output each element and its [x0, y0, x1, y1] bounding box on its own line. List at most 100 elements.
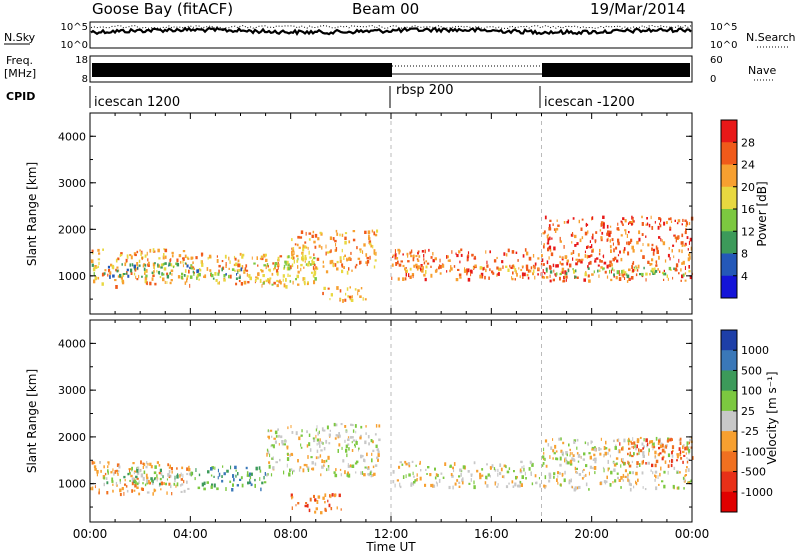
- scatter-point: [133, 252, 137, 256]
- scatter-point: [665, 445, 668, 449]
- scatter-point: [344, 240, 347, 245]
- scatter-point: [586, 254, 588, 259]
- scatter-point: [207, 470, 210, 474]
- scatter-point: [204, 274, 207, 279]
- velocity-x-axis: 00:00 04:00 08:00 12:00 16:00 20:00 00:00: [73, 320, 710, 541]
- scatter-point: [123, 475, 126, 479]
- scatter-point: [642, 486, 644, 489]
- scatter-point: [195, 256, 198, 260]
- scatter-point: [637, 264, 640, 269]
- scatter-point: [338, 434, 341, 438]
- scatter-point: [348, 295, 352, 299]
- scatter-point: [307, 466, 310, 471]
- scatter-point: [405, 462, 408, 466]
- scatter-point: [556, 219, 558, 222]
- scatter-point: [259, 469, 262, 473]
- scatter-point: [680, 268, 682, 272]
- scatter-point: [648, 452, 650, 456]
- scatter-point: [514, 482, 517, 487]
- scatter-point: [663, 484, 666, 489]
- scatter-point: [289, 454, 292, 457]
- scatter-point: [186, 264, 189, 268]
- scatter-point: [238, 279, 241, 283]
- scatter-point: [255, 279, 257, 282]
- scatter-point: [621, 446, 624, 451]
- scatter-point: [373, 231, 376, 236]
- scatter-point: [313, 253, 315, 257]
- scatter-point: [264, 472, 266, 476]
- scatter-point: [687, 458, 691, 461]
- scatter-point: [364, 466, 367, 469]
- scatter-point: [585, 473, 587, 477]
- scatter-point: [362, 250, 364, 254]
- scatter-point: [295, 431, 298, 436]
- scatter-point: [631, 460, 633, 464]
- scatter-point: [636, 438, 640, 442]
- scatter-point: [447, 255, 449, 258]
- scatter-point: [681, 249, 683, 254]
- scatter-point: [410, 255, 413, 258]
- scatter-point: [98, 261, 100, 265]
- scatter-point: [306, 464, 308, 468]
- scatter-point: [417, 259, 420, 262]
- scatter-point: [553, 475, 555, 479]
- scatter-point: [366, 466, 368, 469]
- scatter-point: [543, 245, 545, 249]
- scatter-point: [641, 471, 644, 475]
- nsky-label: N.Sky: [4, 31, 36, 44]
- scatter-point: [618, 273, 621, 277]
- scatter-point: [146, 479, 149, 483]
- scatter-point: [572, 250, 575, 254]
- scatter-point: [183, 489, 186, 493]
- scatter-point: [454, 482, 457, 486]
- scatter-point: [317, 237, 320, 241]
- scatter-point: [497, 473, 499, 477]
- scatter-point: [308, 232, 312, 235]
- scatter-point: [365, 425, 367, 428]
- scatter-point: [135, 475, 138, 479]
- scatter-point: [162, 255, 165, 260]
- nsky-frame: [89, 21, 693, 49]
- scatter-point: [670, 220, 673, 223]
- scatter-point: [319, 454, 322, 458]
- scatter-point: [430, 256, 433, 259]
- scatter-point: [126, 268, 129, 272]
- scatter-point: [432, 484, 436, 488]
- scatter-point: [655, 436, 658, 441]
- scatter-point: [370, 474, 373, 478]
- scatter-point: [186, 275, 189, 278]
- scatter-point: [312, 263, 316, 266]
- scatter-point: [618, 270, 620, 274]
- scatter-point: [313, 438, 316, 443]
- scatter-point: [425, 270, 427, 274]
- scatter-point: [315, 428, 318, 432]
- scatter-point: [685, 224, 688, 228]
- scatter-point: [651, 247, 653, 251]
- scatter-point: [499, 463, 502, 467]
- scatter-point: [652, 471, 654, 475]
- scatter-point: [667, 470, 669, 475]
- x-axis-label: Time UT: [365, 540, 416, 554]
- scatter-point: [302, 468, 305, 473]
- scatter-point: [365, 261, 368, 264]
- scatter-point: [345, 444, 348, 449]
- scatter-point: [624, 475, 627, 478]
- x-tick-label: 00:00: [675, 527, 710, 541]
- scatter-point: [134, 479, 137, 482]
- scatter-point: [94, 485, 96, 489]
- scatter-point: [114, 279, 117, 282]
- scatter-point: [608, 448, 611, 452]
- scatter-point: [325, 509, 327, 512]
- scatter-point: [578, 485, 581, 489]
- scatter-point: [548, 472, 551, 476]
- scatter-point: [518, 267, 520, 270]
- scatter-point: [549, 219, 552, 222]
- scatter-point: [152, 492, 154, 496]
- scatter-point: [669, 225, 671, 229]
- scatter-point: [98, 491, 100, 495]
- scatter-point: [352, 238, 356, 242]
- scatter-point: [631, 265, 634, 269]
- scatter-point: [657, 225, 660, 230]
- scatter-point: [256, 256, 258, 260]
- scatter-point: [102, 272, 105, 276]
